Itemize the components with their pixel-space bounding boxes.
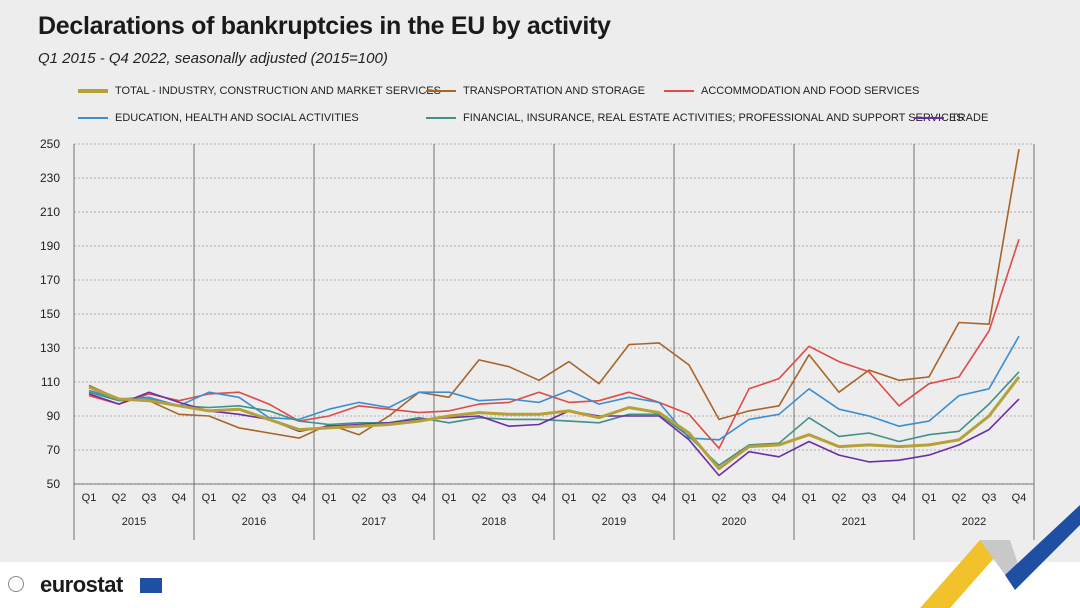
eurostat-logo: eurostat	[40, 572, 123, 597]
series-line-3	[88, 335, 1020, 441]
x-tick-label: Q3	[982, 492, 997, 504]
year-label: 2016	[242, 516, 266, 528]
y-tick-label: 170	[40, 273, 60, 287]
x-tick-label: Q4	[532, 492, 547, 504]
x-tick-label: Q2	[712, 492, 727, 504]
series-line-5	[88, 391, 1020, 477]
x-tick-label: Q3	[502, 492, 517, 504]
x-tick-label: Q2	[352, 492, 367, 504]
year-label: 2015	[122, 516, 146, 528]
x-tick-label: Q1	[682, 492, 697, 504]
x-tick-label: Q3	[622, 492, 637, 504]
x-tick-label: Q2	[112, 492, 127, 504]
series-line-4	[88, 371, 1020, 467]
x-tick-label: Q3	[142, 492, 157, 504]
year-label: 2022	[962, 516, 986, 528]
chart-plot: 50 70 90 110 130 150 170 190 210 230 250 Q1 Q2 Q3 Q4 20…	[40, 137, 1035, 540]
x-tick-label: Q4	[292, 492, 307, 504]
x-tick-label: Q3	[382, 492, 397, 504]
x-tick-label: Q4	[892, 492, 907, 504]
y-tick-label: 190	[40, 239, 60, 253]
y-tick-label: 90	[47, 409, 61, 423]
footer-band	[0, 562, 1080, 608]
year-label: 2019	[602, 516, 626, 528]
y-tick-label: 130	[40, 341, 60, 355]
y-tick-label: 210	[40, 205, 60, 219]
x-tick-label: Q3	[262, 492, 277, 504]
x-tick-label: Q1	[322, 492, 337, 504]
x-tick-label: Q2	[592, 492, 607, 504]
series-line-0	[88, 375, 1021, 471]
y-tick-label: 70	[47, 443, 61, 457]
x-tick-label: Q3	[862, 492, 877, 504]
x-tick-label: Q1	[802, 492, 817, 504]
x-tick-label: Q2	[472, 492, 487, 504]
decorative-chevron-icon	[920, 505, 1080, 608]
y-tick-label: 250	[40, 137, 60, 151]
creative-commons-icon	[8, 576, 24, 592]
x-tick-label: Q2	[232, 492, 247, 504]
chart-subtitle: Q1 2015 - Q4 2022, seasonally adjusted (…	[38, 50, 388, 67]
x-tick-label: Q4	[172, 492, 187, 504]
x-tick-label: Q4	[772, 492, 787, 504]
eu-flag-icon	[140, 578, 162, 593]
x-tick-label: Q2	[952, 492, 967, 504]
x-tick-label: Q1	[82, 492, 97, 504]
year-label: 2020	[722, 516, 746, 528]
x-tick-label: Q4	[412, 492, 427, 504]
y-tick-label: 50	[47, 477, 61, 491]
x-tick-label: Q3	[742, 492, 757, 504]
x-tick-label: Q2	[832, 492, 847, 504]
x-tick-label: Q1	[922, 492, 937, 504]
x-tick-label: Q4	[1012, 492, 1027, 504]
x-tick-label: Q1	[442, 492, 457, 504]
x-tick-label: Q1	[202, 492, 217, 504]
y-tick-label: 150	[40, 307, 60, 321]
y-tick-label: 110	[41, 375, 60, 389]
year-label: 2021	[842, 516, 866, 528]
series-line-1	[88, 148, 1020, 439]
x-tick-label: Q1	[562, 492, 577, 504]
chart-title: Declarations of bankruptcies in the EU b…	[38, 12, 611, 40]
y-tick-label: 230	[40, 171, 60, 185]
year-label: 2017	[362, 516, 386, 528]
x-tick-label: Q4	[652, 492, 667, 504]
year-label: 2018	[482, 516, 506, 528]
